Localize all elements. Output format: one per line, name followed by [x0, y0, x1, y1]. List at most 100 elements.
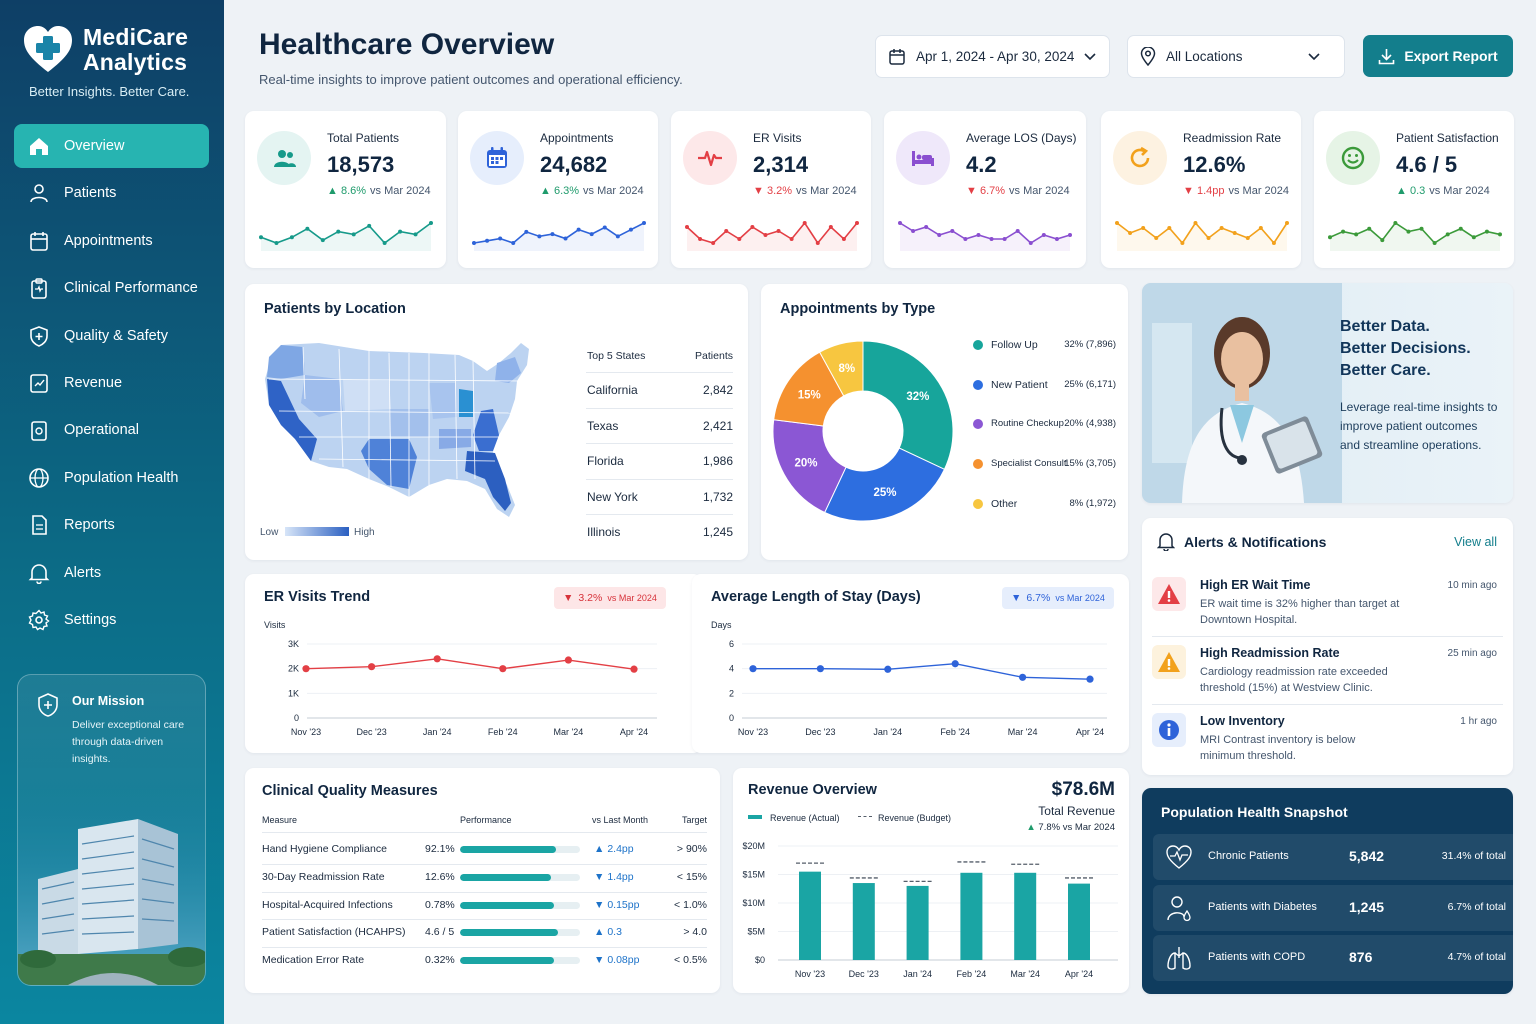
date-range-picker[interactable]: Apr 1, 2024 - Apr 30, 2024 [875, 35, 1110, 78]
kpi-value: 2,314 [753, 152, 809, 177]
kpi-card-average-los-days-[interactable]: Average LOS (Days) 4.2 ▼ 6.7% vs Mar 2024 [884, 111, 1086, 268]
population-row[interactable]: Chronic Patients 5,842 31.4% of total [1153, 834, 1518, 880]
kpi-label: Appointments [540, 131, 614, 145]
sparkline-point [1193, 221, 1198, 225]
sparkline-point [1219, 226, 1224, 230]
er-visits-line-chart[interactable]: Visits 0 1K 2K 3K Nov '23 Dec '23 Jan '24 Feb '2… [245, 614, 702, 744]
sidebar-item-overview[interactable]: Overview [14, 124, 209, 168]
sparkline-line [1329, 221, 1501, 245]
alert-item[interactable]: High Readmission Rate Cardiology readmiss… [1142, 643, 1513, 703]
sidebar-item-clinical-performance[interactable]: Clinical Performance [14, 266, 209, 310]
triangle-down-icon: ▼ [1011, 592, 1022, 604]
col-header-performance: Performance [460, 815, 512, 825]
sidebar-item-alerts[interactable]: Alerts [14, 551, 209, 595]
patients-by-location-card: Patients by Location Low High Top 5 Stat… [245, 284, 748, 560]
donut-slice-new-patient [824, 447, 946, 522]
sparkline-line [686, 221, 858, 245]
table-row[interactable]: New York 1,732 [586, 490, 733, 510]
sparkline-point [841, 237, 846, 241]
legend-item[interactable]: New Patient 25% (6,171) [973, 379, 1116, 393]
export-report-button[interactable]: Export Report [1363, 35, 1513, 77]
triangle-up-icon: ▲ [1026, 822, 1039, 833]
sparkline-point [685, 225, 689, 229]
revenue-bar-chart[interactable]: $0 $5M $10M $15M $20M Nov '23 Dec '23 Jan '24 Fe… [733, 834, 1129, 989]
sparkline-point [367, 223, 372, 228]
sidebar-item-population-health[interactable]: Population Health [14, 456, 209, 500]
y-tick-label: $15M [742, 870, 765, 880]
sparkline-line [899, 222, 1071, 244]
sidebar-item-settings[interactable]: Settings [14, 598, 209, 642]
measure-name: Hand Hygiene Compliance [262, 843, 387, 855]
table-row[interactable]: Patient Satisfaction (HCAHPS) 4.6 / 5 ▲ 0.… [245, 926, 720, 942]
kpi-icon-badge [1113, 131, 1167, 185]
brand-name: MediCare Analytics [83, 24, 189, 75]
kpi-card-appointments[interactable]: Appointments 24,682 ▲ 6.3% vs Mar 2024 [458, 111, 658, 268]
alert-item[interactable]: Low Inventory MRI Contrast inventory is b… [1142, 711, 1513, 771]
kpi-card-total-patients[interactable]: Total Patients 18,573 ▲ 8.6% vs Mar 2024 [245, 111, 446, 268]
population-row[interactable]: Patients with Diabetes 1,245 6.7% of total [1153, 884, 1518, 931]
table-row[interactable]: Illinois 1,245 [586, 525, 733, 545]
legend-swatch [973, 498, 983, 509]
measure-change: ▼ 1.4pp [594, 870, 634, 883]
measure-value: 0.32% [425, 954, 455, 967]
legend-value: 25% (6,171) [1064, 378, 1116, 390]
legend-item[interactable]: Specialist Consult 15% (3,705) [973, 458, 1116, 472]
legend-swatch [973, 419, 983, 430]
sidebar-item-operational[interactable]: Operational [14, 408, 209, 452]
main-content: Healthcare Overview Real-time insights t… [224, 0, 1536, 1024]
table-row[interactable]: Florida 1,986 [586, 454, 733, 474]
table-row[interactable]: Hospital-Acquired Infections 0.78% ▼ 0.15p… [245, 899, 720, 915]
kpi-card-patient-satisfaction[interactable]: Patient Satisfaction 4.6 / 5 ▲ 0.3 vs Mar 2… [1314, 111, 1514, 268]
sparkline-point [1445, 232, 1450, 237]
table-row[interactable]: Medication Error Rate 0.32% ▼ 0.08pp < 0.5% [245, 954, 720, 970]
sparkline-area [261, 223, 431, 251]
calendar-icon [487, 147, 507, 168]
sparkline-point [1341, 229, 1346, 234]
kpi-change: ▼ 6.7% vs Mar 2024 [966, 185, 1070, 197]
revenue-overview-card: Revenue Overview $78.6M Total Revenue ▲ … [733, 768, 1129, 993]
divider [586, 372, 733, 373]
table-row[interactable]: California 2,842 [586, 383, 733, 403]
alert-time: 25 min ago [1447, 648, 1497, 659]
performance-bar-fill [460, 929, 559, 937]
kpi-change: ▼ 1.4pp vs Mar 2024 [1183, 185, 1290, 197]
sidebar-item-label: Reports [64, 517, 115, 534]
legend-label: Specialist Consult [991, 458, 1067, 470]
sparkline-point [711, 241, 716, 245]
table-row[interactable]: Texas 2,421 [586, 419, 733, 439]
measure-name: 30-Day Readmission Rate [262, 870, 385, 883]
location-select[interactable]: All Locations [1127, 35, 1345, 78]
alert-item[interactable]: High ER Wait Time ER wait time is 32% hig… [1142, 575, 1513, 635]
population-percent: 31.4% of total [1441, 850, 1506, 862]
download-icon [1379, 48, 1395, 64]
appointments-donut-chart[interactable]: 32% 25% 20% 15% 8% [771, 339, 955, 523]
performance-bar [460, 929, 580, 937]
sidebar-item-appointments[interactable]: Appointments [14, 219, 209, 263]
view-all-link[interactable]: View all [1454, 535, 1497, 549]
sidebar-item-revenue[interactable]: Revenue [14, 361, 209, 405]
kpi-card-er-visits[interactable]: ER Visits 2,314 ▼ 3.2% vs Mar 2024 [671, 111, 871, 268]
sidebar-item-quality-safety[interactable]: Quality & Safety [14, 314, 209, 358]
sidebar-item-reports[interactable]: Reports [14, 503, 209, 547]
x-tick-label: Mar '24 [1008, 727, 1038, 737]
los-line-chart[interactable]: Days 0 2 4 6 Nov '23 Dec '23 Jan '24 Feb '24 Mar … [692, 614, 1129, 744]
sparkline-point [1054, 237, 1059, 241]
legend-item[interactable]: Follow Up 32% (7,896) [973, 339, 1116, 353]
table-row[interactable]: Hand Hygiene Compliance 92.1% ▲ 2.4pp > 90% [245, 843, 720, 859]
kpi-card-readmission-rate[interactable]: Readmission Rate 12.6% ▼ 1.4pp vs Mar 2024 [1101, 111, 1301, 268]
alert-description: Cardiology readmission rate exceeded thr… [1200, 666, 1388, 694]
table-row[interactable]: 30-Day Readmission Rate 12.6% ▼ 1.4pp < 15% [245, 871, 720, 887]
legend-item[interactable]: Other 8% (1,972) [973, 498, 1116, 512]
california-state [267, 379, 317, 461]
population-row[interactable]: Patients with COPD 876 4.7% of total [1153, 935, 1518, 981]
x-tick-label: Nov '23 [291, 727, 321, 737]
user-icon [30, 184, 48, 203]
kpi-label: Average LOS (Days) [966, 131, 1077, 145]
alert-icon-badge [1152, 645, 1186, 679]
lungs-icon [1167, 947, 1191, 970]
legend-item[interactable]: Routine Checkup 20% (4,938) [973, 418, 1116, 432]
us-map-choropleth[interactable] [259, 339, 559, 529]
sidebar-item-patients[interactable]: Patients [14, 171, 209, 215]
triangle-down-icon: ▼ [753, 185, 767, 197]
x-tick-label: Apr '24 [1065, 969, 1093, 979]
